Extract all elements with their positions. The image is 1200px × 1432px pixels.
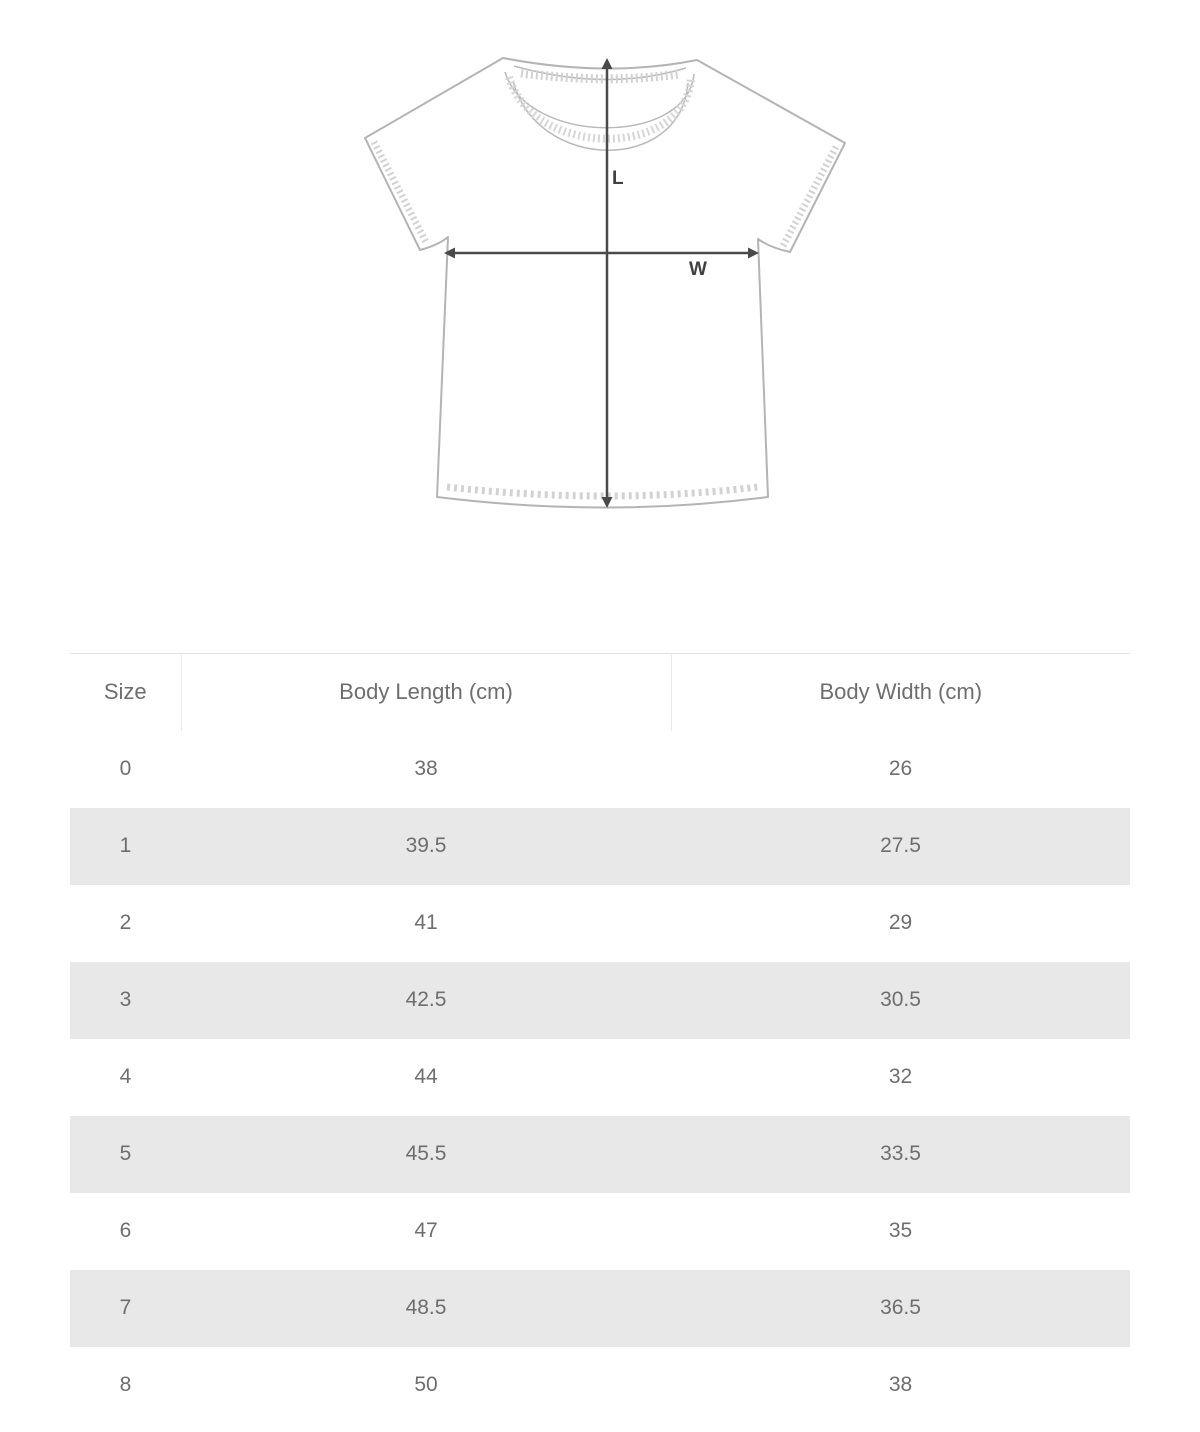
size-cell: 7 (119, 1296, 132, 1319)
size-cell: 2 (119, 911, 132, 934)
size-row-4: 4 44 32 (70, 1039, 1130, 1116)
size-row-6: 6 47 35 (70, 1193, 1130, 1270)
size-row-0: 0 38 26 (70, 731, 1130, 808)
body-width-cell: 35 (888, 1219, 913, 1242)
width-arrow-label: W (689, 259, 707, 280)
tshirt-diagram-svg: L W (364, 57, 846, 509)
collar-front-stitches-band (505, 75, 695, 143)
body-length-cell: 39.5 (405, 834, 447, 857)
column-header-body-width: Body Width (cm) (671, 653, 1130, 731)
body-width-cell: 36.5 (880, 1296, 921, 1319)
length-arrow (601, 58, 613, 508)
body-width-cell: 26 (888, 757, 913, 780)
body-width-cell: 30.5 (880, 988, 921, 1011)
body-length-cell: 50 (414, 1373, 438, 1396)
collar-back-stitches-band (520, 68, 680, 84)
size-cell: 6 (119, 1219, 132, 1242)
table-header-row: Size Body Length (cm) Body Width (cm) (70, 653, 1130, 731)
size-cell: 0 (119, 757, 132, 780)
size-row-7: 7 48.5 36.5 (70, 1269, 1130, 1347)
size-row-3: 3 42.5 30.5 (70, 961, 1130, 1039)
column-header-size: Size (70, 653, 182, 731)
shirt-outline (364, 57, 846, 509)
length-arrow-label: L (612, 168, 624, 189)
size-cell: 5 (119, 1142, 132, 1165)
size-cell: 4 (119, 1065, 132, 1088)
column-header-body-length: Body Length (cm) (181, 653, 672, 731)
body-length-cell: 44 (414, 1065, 438, 1088)
size-guide-page: L W Size Body Length (cm) Body Width (cm… (0, 45, 1200, 1424)
width-arrow (444, 247, 759, 259)
body-length-cell: 48.5 (405, 1296, 447, 1319)
left-sleeve-stitches (370, 140, 431, 246)
size-cell: 1 (119, 834, 132, 857)
body-width-cell: 27.5 (880, 834, 921, 857)
body-width-cell: 33.5 (880, 1142, 921, 1165)
tshirt-measurement-diagram: L W (355, 45, 855, 525)
size-row-2: 2 41 29 (70, 885, 1130, 962)
size-cell: 8 (119, 1373, 132, 1396)
right-sleeve-stitches (779, 145, 840, 248)
body-length-cell: 45.5 (405, 1142, 447, 1165)
body-length-cell: 42.5 (405, 988, 447, 1011)
size-row-8: 8 50 38 (70, 1347, 1130, 1424)
body-width-cell: 29 (888, 911, 913, 934)
body-length-cell: 47 (414, 1219, 438, 1242)
size-chart-table: Size Body Length (cm) Body Width (cm) 0 … (70, 653, 1130, 1424)
body-length-cell: 41 (414, 911, 438, 934)
size-cell: 3 (119, 988, 132, 1011)
body-width-cell: 38 (888, 1373, 913, 1396)
size-row-5: 5 45.5 33.5 (70, 1115, 1130, 1193)
body-length-cell: 38 (414, 757, 438, 780)
size-row-1: 1 39.5 27.5 (70, 807, 1130, 885)
body-width-cell: 32 (888, 1065, 913, 1088)
